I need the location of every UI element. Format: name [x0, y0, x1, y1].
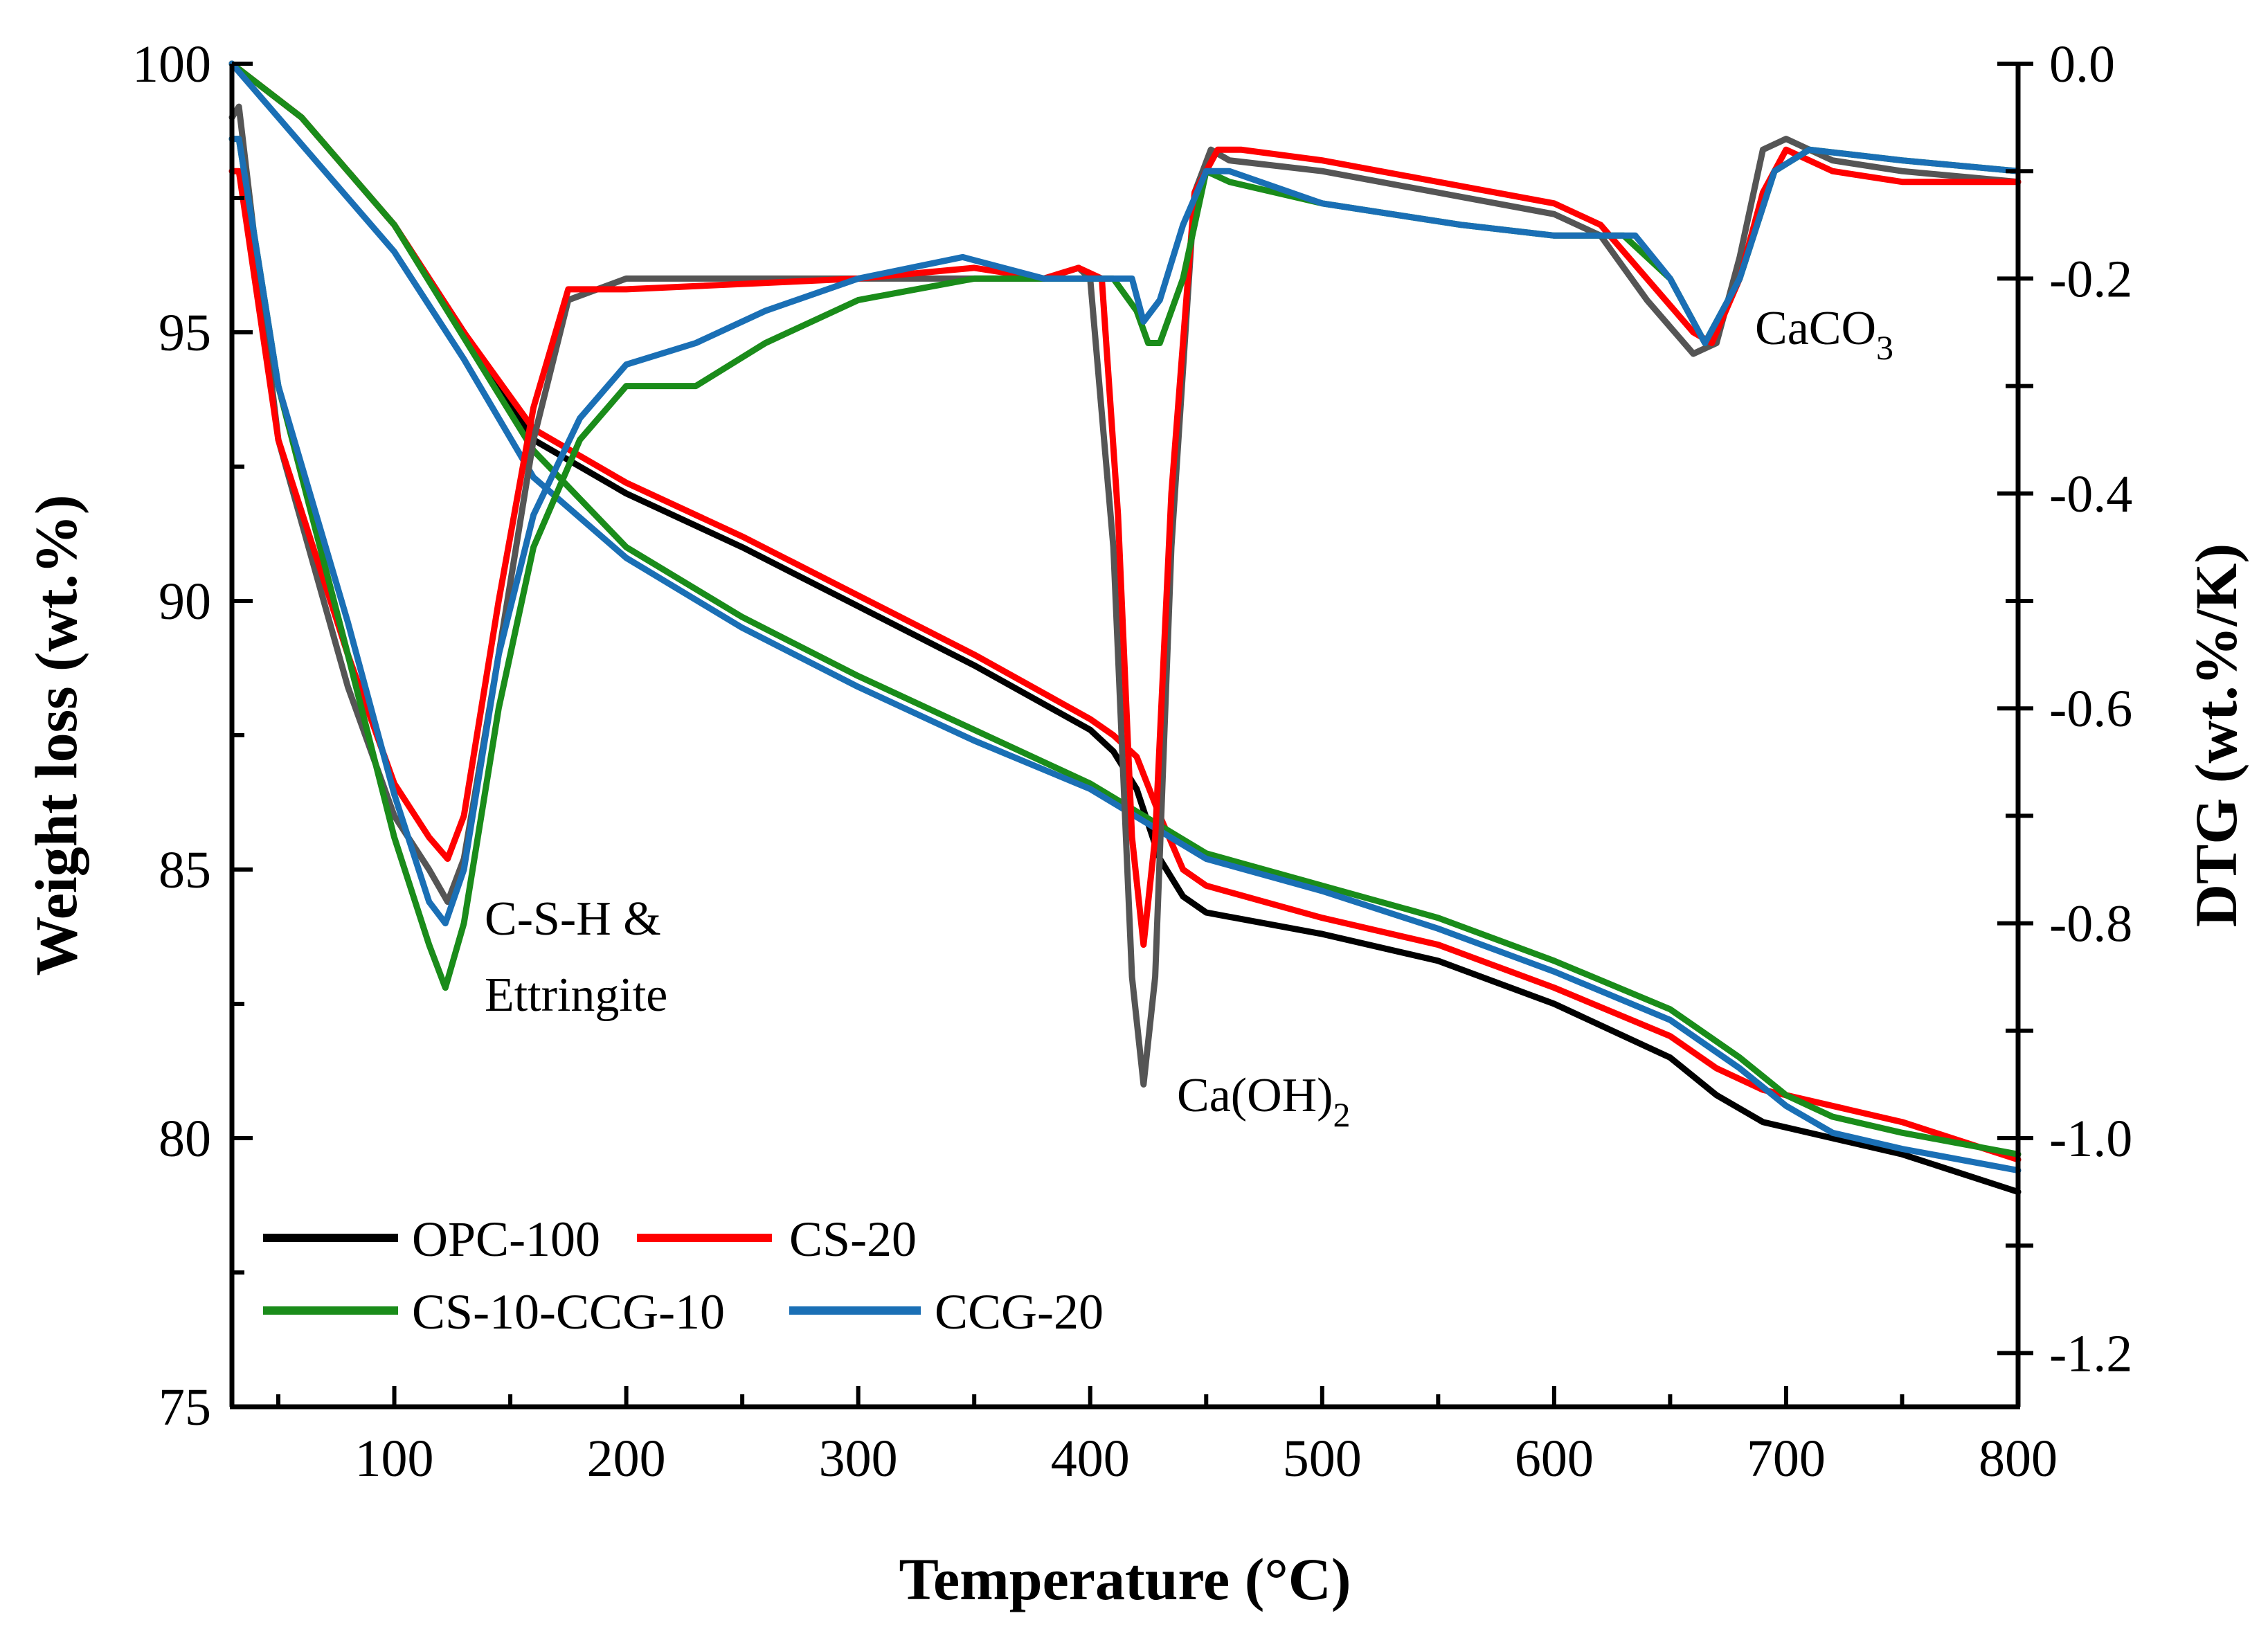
- dtg-line-ccg-20: [228, 136, 2022, 927]
- annotation-caco3: CaCO3: [1755, 302, 1893, 367]
- y-right-axis-title: DTG (wt.%/K): [2183, 543, 2249, 927]
- x-tick-label: 700: [1747, 1430, 1826, 1488]
- y-left-tick-label: 85: [159, 841, 211, 899]
- y-right-tick-label: 0.0: [2049, 35, 2115, 93]
- annotation-csh-line2: Ettringite: [485, 969, 667, 1022]
- plot-area: [228, 60, 2022, 1196]
- dtg-line-opc-100: [228, 103, 2022, 1088]
- x-tick-group: 100 200 300 400 500 600 700 800: [276, 1386, 2058, 1488]
- annotation-caoh-sub: 2: [1333, 1095, 1350, 1134]
- x-tick-label: 300: [819, 1430, 898, 1488]
- tg-line-ccg-20: [228, 60, 2022, 1174]
- y-left-tick-label: 95: [159, 304, 211, 362]
- dtg-line-cs-20: [228, 146, 2022, 948]
- x-axis-title: Temperature (°C): [899, 1546, 1351, 1612]
- y-left-axis-title: Weight loss (wt.%): [23, 494, 89, 975]
- dtg-series-group: [228, 103, 2022, 1088]
- x-tick-label: 600: [1515, 1430, 1594, 1488]
- x-tick-label: 200: [587, 1430, 666, 1488]
- legend-label-opc-100: OPC-100: [412, 1212, 600, 1267]
- y-right-tick-label: -0.8: [2049, 895, 2132, 953]
- x-tick-label: 800: [1979, 1430, 2058, 1488]
- annotation-caoh: Ca(OH)2: [1177, 1069, 1350, 1134]
- tg-line-cs-20: [228, 60, 2022, 1163]
- y-left-tick-label: 80: [159, 1110, 211, 1168]
- y-right-tick-label: -0.4: [2049, 465, 2132, 523]
- tg-series-group: [228, 60, 2022, 1196]
- legend: OPC-100 CS-20 CS-10-CCG-10 CCG-20: [263, 1212, 1104, 1340]
- x-tick-label: 100: [355, 1430, 434, 1488]
- y-right-tick-label: -1.2: [2049, 1324, 2132, 1383]
- legend-label-cs-20: CS-20: [789, 1212, 917, 1267]
- legend-label-cs-10-ccg-10: CS-10-CCG-10: [412, 1284, 725, 1340]
- annotation-caco3-sub: 3: [1876, 328, 1893, 367]
- y-right-tick-group: -1.2 -1.0 -0.8 -0.6 -0.4 -0.2 0.0: [1997, 35, 2132, 1383]
- tg-line-cs-10-ccg-10: [228, 60, 2022, 1158]
- annotation-csh-line1: C-S-H &: [485, 892, 661, 946]
- annotation-caco3-main: CaCO: [1755, 302, 1876, 355]
- annotation-caoh-main: Ca(OH): [1177, 1069, 1333, 1122]
- x-tick-label: 500: [1283, 1430, 1362, 1488]
- y-left-tick-label: 75: [159, 1378, 211, 1437]
- y-right-tick-label: -1.0: [2049, 1110, 2132, 1168]
- y-left-tick-label: 100: [132, 35, 211, 93]
- y-right-tick-label: -0.6: [2049, 680, 2132, 738]
- y-left-tick-group: 75 80 85 90 95 100: [132, 35, 253, 1437]
- y-left-tick-label: 90: [159, 573, 211, 631]
- x-tick-label: 400: [1051, 1430, 1130, 1488]
- legend-label-ccg-20: CCG-20: [935, 1284, 1104, 1340]
- y-right-tick-label: -0.2: [2049, 250, 2132, 308]
